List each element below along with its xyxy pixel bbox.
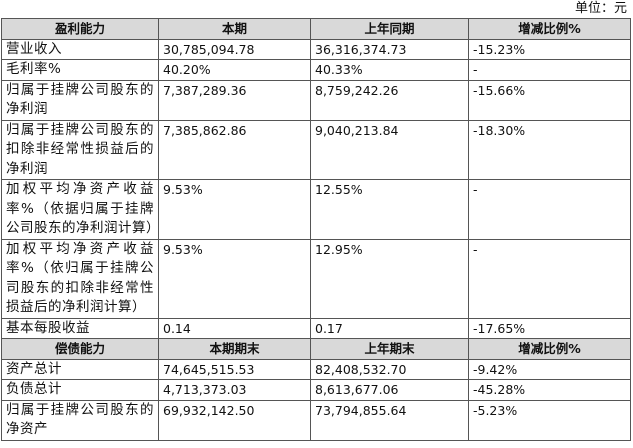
value-cell: 8,759,242.26	[310, 79, 469, 121]
value-cell: 0.17	[310, 317, 469, 339]
value-cell: -9.42%	[468, 358, 631, 380]
row-label: 归属于挂牌公司股东的扣除非经常性损益后的净利润	[1, 119, 159, 180]
value-cell: 0.14	[158, 317, 311, 339]
value-cell: 73,794,855.64	[310, 399, 469, 441]
data-row: 加权平均净资产收益率%（依据归属于挂牌公司股东的净利润计算） 9.53% 12.55…	[1, 179, 631, 240]
value-cell: -	[468, 179, 631, 240]
header-cell: 本期期末	[158, 338, 311, 360]
row-label: 资产总计	[1, 358, 159, 380]
value-cell: -15.66%	[468, 79, 631, 121]
data-row: 加权平均净资产收益率%（依归属于挂牌公司股东的扣除非经常性损益后的净利润计算） 9…	[1, 238, 631, 319]
row-label: 归属于挂牌公司股东的净资产	[1, 399, 159, 441]
value-cell: 9,040,213.84	[310, 119, 469, 180]
header-cell: 增减比例%	[468, 338, 631, 360]
data-row: 基本每股收益 0.14 0.17 -17.65%	[1, 317, 631, 339]
value-cell: 74,645,515.53	[158, 358, 311, 380]
value-cell: 30,785,094.78	[158, 38, 311, 60]
data-row: 归属于挂牌公司股东的净利润 7,387,289.36 8,759,242.26 -15…	[1, 79, 631, 121]
value-cell: -18.30%	[468, 119, 631, 180]
value-cell: -5.23%	[468, 399, 631, 441]
value-cell: 69,932,142.50	[158, 399, 311, 441]
value-cell: 12.95%	[310, 238, 469, 319]
value-cell: 12.55%	[310, 179, 469, 240]
header-cell: 增减比例%	[468, 18, 631, 40]
header-row: 偿债能力 本期期末 上年期末 增减比例%	[1, 338, 631, 360]
financial-table: 盈利能力 本期 上年同期 增减比例% 营业收入 30,785,094.78 36,316,3…	[1, 18, 631, 441]
value-cell: 9.53%	[158, 179, 311, 240]
row-label: 加权平均净资产收益率%（依归属于挂牌公司股东的扣除非经常性损益后的净利润计算）	[1, 238, 159, 319]
value-cell: 7,385,862.86	[158, 119, 311, 180]
data-row: 资产总计 74,645,515.53 82,408,532.70 -9.42%	[1, 358, 631, 380]
table-body: 盈利能力 本期 上年同期 增减比例% 营业收入 30,785,094.78 36,316,3…	[1, 18, 631, 441]
value-cell: 7,387,289.36	[158, 79, 311, 121]
value-cell: 4,713,373.03	[158, 379, 311, 401]
row-label: 加权平均净资产收益率%（依据归属于挂牌公司股东的净利润计算）	[1, 179, 160, 240]
row-label: 负债总计	[1, 379, 159, 401]
header-cell: 上年同期	[310, 18, 469, 40]
data-row: 负债总计 4,713,373.03 8,613,677.06 -45.28%	[1, 379, 631, 401]
header-row: 盈利能力 本期 上年同期 增减比例%	[1, 18, 631, 40]
value-cell: 82,408,532.70	[310, 358, 469, 380]
header-cell: 上年期末	[310, 338, 469, 360]
data-row: 毛利率% 40.20% 40.33% -	[1, 59, 631, 81]
data-row: 营业收入 30,785,094.78 36,316,374.73 -15.23%	[1, 38, 631, 60]
data-row: 归属于挂牌公司股东的扣除非经常性损益后的净利润 7,385,862.86 9,040…	[1, 119, 631, 180]
value-cell: 36,316,374.73	[310, 38, 469, 60]
header-cell: 偿债能力	[1, 338, 159, 360]
value-cell: -	[468, 59, 631, 81]
row-label: 归属于挂牌公司股东的净利润	[1, 79, 159, 121]
unit-label: 单位：元	[574, 1, 627, 16]
value-cell: -	[468, 238, 631, 319]
header-cell: 盈利能力	[1, 18, 159, 40]
value-cell: -15.23%	[468, 38, 631, 60]
row-label: 营业收入	[1, 38, 159, 60]
data-row: 归属于挂牌公司股东的净资产 69,932,142.50 73,794,855.64-…	[1, 399, 631, 441]
row-label: 毛利率%	[1, 59, 159, 81]
value-cell: 40.20%	[158, 59, 311, 81]
value-cell: -17.65%	[468, 317, 631, 339]
row-label: 基本每股收益	[1, 317, 159, 339]
value-cell: 40.33%	[310, 59, 469, 81]
header-cell: 本期	[158, 18, 311, 40]
value-cell: -45.28%	[468, 379, 631, 401]
value-cell: 8,613,677.06	[310, 379, 469, 401]
value-cell: 9.53%	[158, 238, 311, 319]
